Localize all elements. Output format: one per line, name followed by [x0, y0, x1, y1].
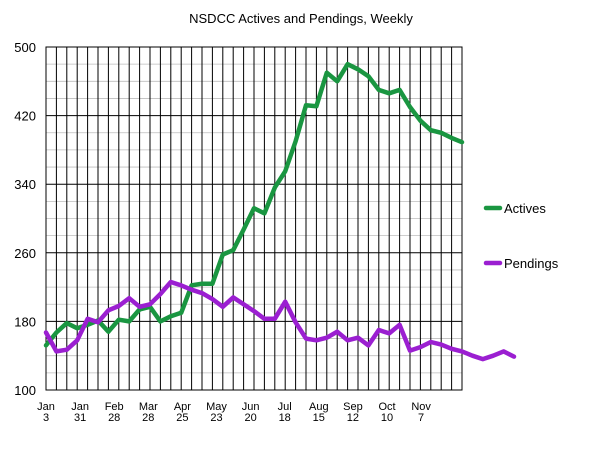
x-tick-month: Jan	[71, 401, 89, 413]
y-tick-label: 260	[14, 246, 36, 261]
x-tick-day: 28	[108, 412, 120, 424]
x-tick-day: 7	[418, 412, 424, 424]
y-tick-label: 500	[14, 40, 36, 55]
x-tick-day: 12	[347, 412, 359, 424]
x-tick-month: Jun	[242, 401, 260, 413]
x-tick-month: Aug	[309, 401, 329, 413]
y-axis-ticks: 100 180 260 340 420 500	[14, 40, 36, 398]
x-tick-month: Oct	[378, 401, 395, 413]
x-tick-month: Nov	[411, 401, 431, 413]
x-tick-day: 25	[176, 412, 188, 424]
y-tick-label: 420	[14, 109, 36, 124]
x-tick-day: 15	[313, 412, 325, 424]
legend: Actives Pendings	[483, 201, 559, 271]
x-tick-month: Jul	[278, 401, 292, 413]
x-tick-month: Mar	[139, 401, 158, 413]
series-line-actives	[43, 61, 465, 348]
x-tick-day: 3	[43, 412, 49, 424]
x-tick-day: 31	[74, 412, 86, 424]
x-axis-ticks: Jan3Jan31Feb28Mar28Apr25May23Jun20Jul18A…	[37, 401, 431, 424]
legend-label-actives: Actives	[504, 201, 546, 216]
x-tick-month: May	[206, 401, 227, 413]
x-tick-day: 20	[244, 412, 256, 424]
chart-title: NSDCC Actives and Pendings, Weekly	[189, 11, 413, 26]
series-lines	[43, 61, 517, 362]
x-tick-day: 28	[142, 412, 154, 424]
x-tick-day: 23	[210, 412, 222, 424]
x-tick-month: Apr	[174, 401, 191, 413]
y-tick-label: 180	[14, 314, 36, 329]
x-tick-day: 18	[279, 412, 291, 424]
x-tick-month: Jan	[37, 401, 55, 413]
x-tick-day: 10	[381, 412, 393, 424]
x-tick-month: Feb	[105, 401, 124, 413]
x-tick-month: Sep	[343, 401, 363, 413]
y-tick-label: 340	[14, 177, 36, 192]
vertical-gridlines	[45, 47, 463, 390]
y-tick-label: 100	[14, 383, 36, 398]
series-line-pendings	[43, 279, 517, 362]
legend-label-pendings: Pendings	[504, 256, 559, 271]
